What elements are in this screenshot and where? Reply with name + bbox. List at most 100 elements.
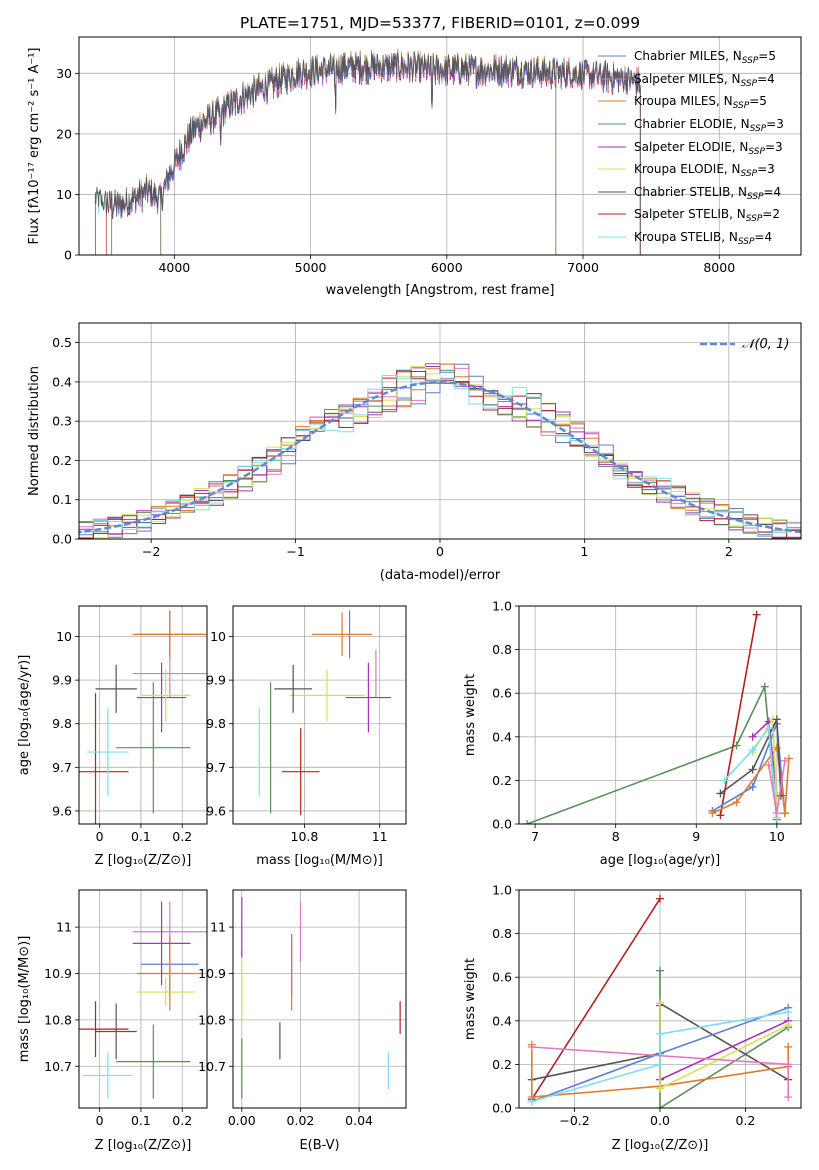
x-tick-label: 1	[580, 544, 588, 559]
y-tick-label: 0.6	[492, 970, 512, 985]
x-axis-label: wavelength [Angstrom, rest frame]	[326, 283, 555, 298]
plot-area	[79, 363, 801, 539]
y-tick-label: 0.4	[492, 729, 512, 744]
x-tick-label: 9	[692, 829, 700, 844]
weight-marker-salpeter_miles	[764, 761, 773, 770]
legend-entry: Kroupa MILES, NSSP=5	[598, 94, 767, 111]
spectrum-panel: 4000 5000 6000 7000 8000 0 10 20 30 wavelength [A…	[27, 36, 802, 298]
errorbar-chabrier_elodie	[116, 1024, 191, 1099]
gaussian-legend-label: 𝒩(0, 1)	[742, 337, 789, 352]
y-tick-label: 0.4	[52, 374, 72, 389]
errorbar-salpeter_stelib	[281, 728, 320, 816]
weight-marker-kroupa_miles	[732, 798, 741, 807]
weight-marker-kroupa_elodie	[656, 999, 664, 1008]
axes-frame	[78, 322, 802, 540]
weight-marker-kroupa_elodie	[772, 800, 781, 809]
axes-frame	[78, 36, 802, 256]
plot-area	[523, 610, 793, 824]
y-tick-label: 0.6	[492, 686, 512, 701]
y-tick-label: 0.0	[492, 817, 512, 832]
legend-entry: Salpeter MILES, NSSP=4	[598, 72, 775, 89]
svg-text:Salpeter ELODIE, NSSP=3: Salpeter ELODIE, NSSP=3	[634, 140, 783, 157]
weight-marker-kroupa_miles	[784, 754, 793, 763]
errorbar-kroupa_elodie	[136, 978, 195, 1006]
weight-marker-salpeter_miles	[772, 809, 781, 818]
x-axis-label: E(B-V)	[299, 1138, 339, 1153]
y-axis-label: Normed distribution	[27, 366, 42, 496]
errorbar-kroupa_miles	[132, 612, 207, 657]
y-tick-label: 0.8	[492, 926, 512, 941]
x-tick-label: 0.04	[345, 1113, 373, 1128]
legend-entry: Chabrier MILES, NSSP=5	[598, 49, 776, 66]
weight-marker-salpeter_miles	[527, 1042, 536, 1051]
x-tick-label: 11	[372, 829, 388, 844]
y-tick-label: 10.8	[198, 1012, 226, 1027]
y-axis-label: mass weight	[463, 958, 478, 1040]
x-tick-label: 0.2	[172, 829, 192, 844]
errorbar-chabrier_stelib	[95, 664, 137, 713]
weight-marker-kroupa_miles	[780, 809, 789, 818]
legend-entry: Kroupa STELIB, NSSP=4	[598, 230, 772, 247]
errorbar-salpeter_elodie	[345, 662, 391, 733]
y-tick-label: 9.8	[52, 716, 72, 731]
errorbar-chabrier_stelib	[274, 664, 312, 713]
weight-line-chabrier_stelib	[719, 719, 782, 796]
svg-text:Kroupa MILES, NSSP=5: Kroupa MILES, NSSP=5	[634, 94, 767, 111]
legend-entry: Chabrier ELODIE, NSSP=3	[598, 117, 784, 134]
y-tick-label: 0.8	[492, 642, 512, 657]
weight-marker-salpeter_stelib	[656, 894, 664, 903]
weight-line-chabrier_elodie	[659, 970, 789, 1108]
weight-marker-chabrier_stelib	[776, 791, 785, 800]
axes-frame	[232, 605, 407, 825]
y-tick-label: 9.9	[206, 673, 226, 688]
weight-line-chabrier_miles	[711, 723, 786, 814]
weight-marker-salpeter_stelib	[752, 610, 761, 619]
weight-marker-salpeter_miles	[784, 1060, 793, 1069]
y-tick-label: 10.9	[44, 966, 72, 981]
y-tick-label: 9.7	[206, 760, 226, 775]
weight-marker-chabrier_elodie	[656, 1104, 664, 1108]
spectrum-model-line-salpeter_stelib	[105, 52, 641, 255]
weight-marker-kroupa_stelib	[748, 745, 757, 754]
x-tick-label: 7	[531, 829, 539, 844]
weight-marker-chabrier_elodie	[523, 820, 532, 824]
y-tick-label: 9.7	[52, 760, 72, 775]
axes-frame	[78, 605, 208, 825]
x-tick-label: 8	[612, 829, 620, 844]
x-tick-label: 0.2	[172, 1113, 192, 1128]
weight-marker-chabrier_elodie	[760, 682, 769, 691]
plot-area	[527, 894, 793, 1108]
svg-text:Kroupa STELIB, NSSP=4: Kroupa STELIB, NSSP=4	[634, 230, 772, 247]
weight-marker-salpeter_elodie	[748, 732, 757, 741]
weight-marker-kroupa_miles	[784, 1042, 793, 1051]
x-tick-label: 8000	[703, 260, 735, 275]
y-tick-label: 0	[64, 248, 72, 263]
weight-marker-chabrier_stelib	[772, 715, 781, 724]
weight-marker-kroupa_stelib	[656, 1060, 664, 1069]
svg-text:Chabrier STELIB, NSSP=4: Chabrier STELIB, NSSP=4	[634, 185, 781, 202]
weight-marker-chabrier_elodie	[732, 741, 741, 750]
legend-entry: Salpeter ELODIE, NSSP=3	[598, 140, 783, 157]
y-tick-label: 30	[56, 66, 72, 81]
y-tick-label: 0.2	[492, 773, 512, 788]
x-tick-label: 0	[436, 544, 444, 559]
x-tick-label: −1	[286, 544, 304, 559]
weight-marker-salpeter_stelib	[716, 811, 725, 820]
spectrum-legend: Chabrier MILES, NSSP=5 Salpeter MILES, N…	[598, 49, 784, 247]
x-tick-label: 0.1	[131, 829, 151, 844]
x-tick-label: 4000	[158, 260, 190, 275]
grid	[233, 606, 406, 824]
plot-area	[94, 48, 641, 255]
weight-marker-salpeter_miles	[784, 1093, 793, 1102]
weight-marker-chabrier_miles	[748, 782, 757, 791]
y-tick-label: 9.8	[206, 716, 226, 731]
errorbar-kroupa_stelib	[87, 708, 129, 796]
spectrum-model-line-chabrier_stelib	[94, 51, 641, 255]
weight-marker-kroupa_stelib	[527, 1097, 536, 1106]
plot-area	[258, 610, 391, 816]
spectrum-model-line-salpeter_elodie	[160, 53, 557, 255]
y-tick-label: 20	[56, 126, 72, 141]
x-tick-label: 7000	[567, 260, 599, 275]
x-tick-label: 0.0	[650, 1113, 670, 1128]
